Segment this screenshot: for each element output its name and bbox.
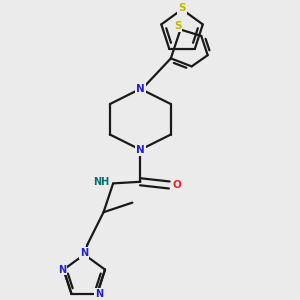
Text: N: N: [58, 265, 66, 275]
Text: N: N: [136, 145, 145, 155]
Text: N: N: [136, 84, 145, 94]
Text: N: N: [94, 289, 103, 299]
Text: S: S: [174, 21, 182, 31]
Text: N: N: [80, 248, 88, 258]
Text: O: O: [173, 180, 182, 190]
Text: S: S: [178, 3, 186, 13]
Text: NH: NH: [93, 177, 109, 188]
